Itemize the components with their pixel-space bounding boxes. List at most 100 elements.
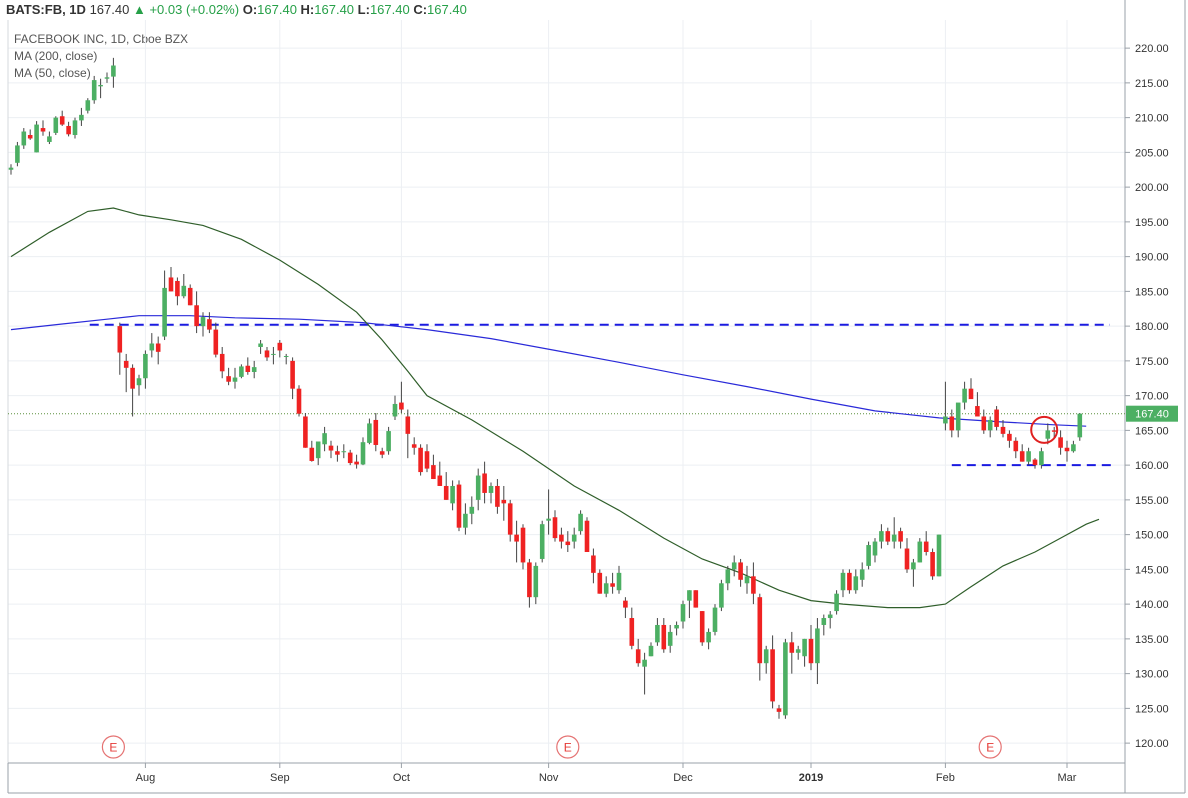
candle-body [1045,430,1051,439]
candle-body [162,287,167,337]
x-tick-label: Aug [136,772,156,784]
candle-body [847,572,852,591]
candle-body [783,642,788,716]
x-tick-label: Nov [539,772,559,784]
candle-body [629,618,635,646]
legend-ma200[interactable]: MA (200, close) [14,49,98,63]
candle-body [437,475,443,486]
candle-body [149,343,155,351]
y-tick-label: 200.00 [1135,182,1169,194]
candle-body [85,100,91,111]
candle-body [1032,459,1038,466]
candle-body [21,131,27,146]
candle-body [853,576,859,591]
candle-body [936,534,942,577]
candle-body [763,649,769,664]
candle-body [463,513,468,528]
candle-body [725,569,731,584]
open-value: 167.40 [257,2,297,17]
candle-body [200,317,206,327]
candles [8,57,1083,719]
candle-body [533,565,539,598]
candle-body [40,128,46,132]
candle-body [898,531,903,542]
candle-body [271,353,276,355]
ma200-line [10,315,1087,427]
candle-body [584,520,590,552]
candle-body [879,531,884,542]
y-tick-label: 195.00 [1135,217,1169,229]
candle-body [181,285,187,297]
candle-body [751,576,756,594]
candle-body [559,534,564,542]
candle-body [949,416,955,431]
candle-body [943,416,948,424]
candle-body [354,461,359,465]
candle-body [962,388,967,403]
earnings-marker-icon [101,735,126,759]
legend-ma50[interactable]: MA (50, close) [14,66,91,80]
candle-body [155,343,161,352]
y-tick-label: 165.00 [1135,425,1169,437]
candle-body [194,305,199,327]
candle-body [1013,440,1019,452]
candle-body [91,80,97,101]
candle-body [104,77,110,79]
y-tick-label: 120.00 [1135,738,1169,750]
candle-body [1058,437,1063,448]
candle-body [597,572,603,594]
candle-body [648,645,654,657]
candle-body [623,600,628,608]
candle-body [802,638,807,657]
candle-body [98,84,103,87]
candle-body [232,377,238,382]
candle-body [66,125,71,135]
candle-body [674,624,679,629]
candle-body [143,353,148,379]
candle-body [495,485,500,507]
candle-body [546,518,551,521]
candle-body [303,416,308,448]
candle-body [79,114,84,121]
candle-body [527,562,532,598]
y-tick-label: 180.00 [1135,321,1169,333]
candle-body [917,541,923,563]
y-tick-label: 220.00 [1135,43,1169,55]
candle-body [571,534,577,542]
candle-body [923,541,929,552]
candle-body [136,378,142,386]
candle-body [239,366,244,377]
y-tick-label: 175.00 [1135,356,1169,368]
open-label: O: [242,2,258,17]
x-tick-label: Sep [270,772,290,784]
candle-body [309,447,315,461]
candle-body [770,649,775,702]
symbol-header: BATS:FB, 1D 167.40 ▲ +0.03 (+0.02%) O:16… [6,2,467,17]
candle-body [386,431,391,452]
candle-body [1071,444,1076,452]
candle-body [251,367,257,372]
candle-body [469,506,475,514]
low-label: L: [357,2,370,17]
candle-body [731,562,737,570]
candle-body [603,583,609,594]
legend-title[interactable]: FACEBOOK INC, 1D, Cboe BZX [14,32,189,46]
candle-body [431,465,436,480]
candle-body [616,572,622,591]
candle-body [456,484,462,528]
candle-body [341,451,347,453]
candle-body [776,708,782,712]
candle-body [315,441,321,459]
candle-body [808,638,814,664]
candle-body [399,402,404,410]
candle-body [1000,426,1006,434]
symbol-label[interactable]: BATS:FB, 1D [6,2,86,17]
x-tick-label: 2019 [799,772,823,784]
candle-body [610,583,615,587]
candle-body [1019,451,1025,462]
ma50-line [10,207,1100,609]
y-tick-label: 135.00 [1135,634,1169,646]
candle-body [405,416,411,434]
